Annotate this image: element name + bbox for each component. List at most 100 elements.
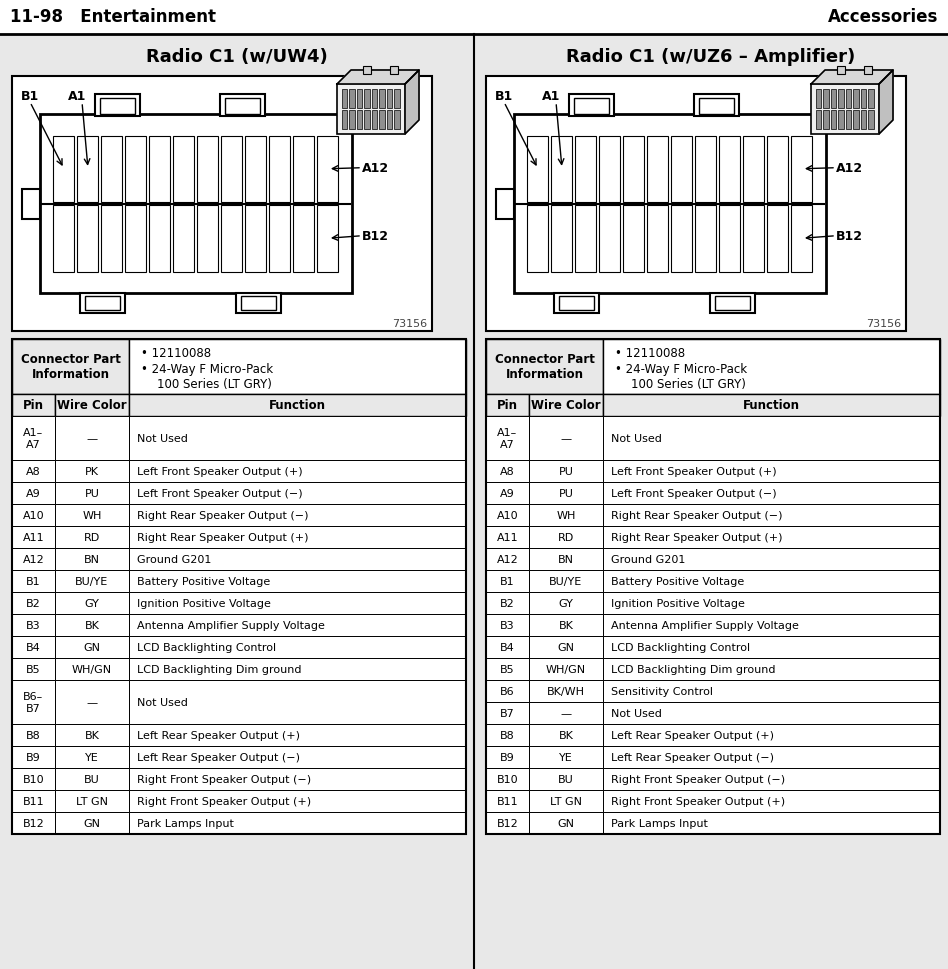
Text: B9: B9 [501,752,515,763]
Text: B6–
B7: B6– B7 [24,692,44,713]
Text: Left Rear Speaker Output (+): Left Rear Speaker Output (+) [611,731,774,740]
Bar [12,460,55,483]
Text: Wire Color: Wire Color [57,399,127,412]
Bar [220,95,265,117]
Text: LCD Backlighting Dim ground: LCD Backlighting Dim ground [611,665,775,674]
Bar [12,505,55,526]
Text: RD: RD [557,532,574,543]
Bar [486,592,529,614]
Bar [768,205,789,272]
Bar [671,137,692,203]
Bar [129,592,466,614]
Text: B1: B1 [495,90,513,104]
Bar [846,90,851,109]
Bar [529,768,603,790]
Bar [486,746,529,768]
Bar [12,417,55,460]
Polygon shape [405,71,419,135]
Bar [527,205,549,272]
Text: B1: B1 [501,577,515,586]
Text: Ignition Positive Voltage: Ignition Positive Voltage [611,599,745,609]
Text: BN: BN [558,554,574,564]
Text: Park Lamps Input: Park Lamps Input [137,818,234,828]
Text: A1: A1 [68,90,86,104]
Text: Right Rear Speaker Output (−): Right Rear Speaker Output (−) [611,511,782,520]
Bar [603,483,940,505]
Text: 100 Series (LT GRY): 100 Series (LT GRY) [157,378,272,391]
Text: Antenna Amplifier Supply Voltage: Antenna Amplifier Supply Voltage [137,620,325,631]
Bar [603,571,940,592]
Text: A1–
A7: A1– A7 [24,427,44,450]
Text: Right Front Speaker Output (−): Right Front Speaker Output (−) [137,774,311,784]
Text: A10: A10 [23,511,45,520]
Text: BK: BK [558,620,574,631]
Bar [486,790,529,812]
Bar [129,680,466,724]
Text: 73156: 73156 [866,319,901,328]
Text: GN: GN [83,818,100,828]
Text: Ground G201: Ground G201 [611,554,685,564]
Bar [173,205,194,272]
Bar [529,658,603,680]
Bar [129,614,466,637]
Text: WH/GN: WH/GN [72,665,112,674]
Bar [246,137,266,203]
Text: Ignition Positive Voltage: Ignition Positive Voltage [137,599,271,609]
Text: Antenna Amplifier Supply Voltage: Antenna Amplifier Supply Voltage [611,620,799,631]
Text: Right Rear Speaker Output (−): Right Rear Speaker Output (−) [137,511,308,520]
Bar [486,768,529,790]
Text: Not Used: Not Used [611,433,662,444]
Text: Function: Function [269,399,326,412]
Text: LT GN: LT GN [550,797,582,806]
Bar [363,67,372,76]
Bar [529,526,603,548]
Bar [529,548,603,571]
Bar [129,724,466,746]
Text: B1: B1 [27,577,41,586]
Text: B2: B2 [27,599,41,609]
Bar [129,768,466,790]
Bar [715,297,750,311]
Text: Connector Part
Information: Connector Part Information [21,353,120,381]
Bar [379,90,385,109]
Bar [318,205,338,272]
Bar [599,205,621,272]
Bar [575,205,596,272]
Bar [700,99,735,115]
Bar [861,90,866,109]
Text: Left Rear Speaker Output (−): Left Rear Speaker Output (−) [611,752,774,763]
Text: Left Rear Speaker Output (−): Left Rear Speaker Output (−) [137,752,300,763]
Text: B2: B2 [501,599,515,609]
Text: Battery Positive Voltage: Battery Positive Voltage [611,577,744,586]
Bar [624,205,645,272]
Bar [603,592,940,614]
Bar [55,571,129,592]
Text: A12: A12 [836,162,863,175]
Bar [603,505,940,526]
Text: Wire Color: Wire Color [531,399,601,412]
Polygon shape [879,71,893,135]
Bar [647,205,668,272]
Bar [12,812,55,834]
Bar [603,417,940,460]
Bar [603,746,940,768]
Bar [394,90,400,109]
Text: A12: A12 [23,554,45,564]
Text: Pin: Pin [23,399,44,412]
Bar [150,137,171,203]
Text: GN: GN [557,642,574,652]
Text: Accessories: Accessories [828,9,938,26]
Bar [554,294,599,314]
Bar [85,297,119,311]
Bar [173,137,194,203]
Bar [55,460,129,483]
Bar [486,526,529,548]
Text: BK: BK [558,731,574,740]
Bar [357,90,362,109]
Bar [768,137,789,203]
Bar [78,137,99,203]
Bar [294,205,315,272]
Bar [129,526,466,548]
Bar [55,812,129,834]
Bar [603,658,940,680]
